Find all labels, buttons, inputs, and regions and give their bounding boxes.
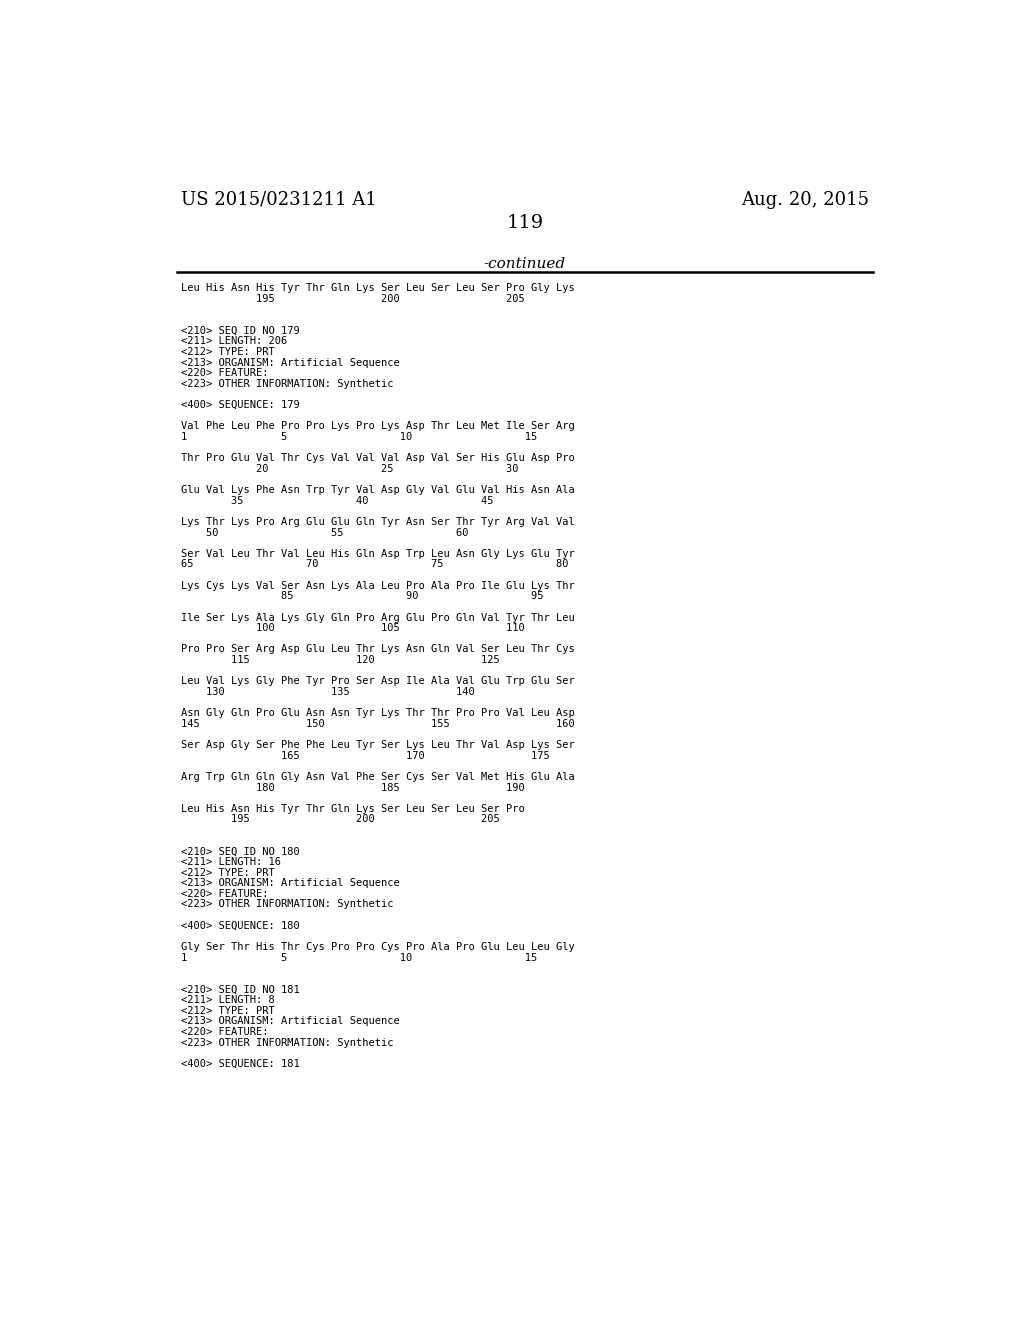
Text: 119: 119 (506, 214, 544, 232)
Text: <223> OTHER INFORMATION: Synthetic: <223> OTHER INFORMATION: Synthetic (180, 379, 393, 389)
Text: 100                 105                 110: 100 105 110 (180, 623, 524, 634)
Text: Val Phe Leu Phe Pro Pro Lys Pro Lys Asp Thr Leu Met Ile Ser Arg: Val Phe Leu Phe Pro Pro Lys Pro Lys Asp … (180, 421, 574, 432)
Text: <400> SEQUENCE: 181: <400> SEQUENCE: 181 (180, 1059, 299, 1069)
Text: Lys Thr Lys Pro Arg Glu Glu Gln Tyr Asn Ser Thr Tyr Arg Val Val: Lys Thr Lys Pro Arg Glu Glu Gln Tyr Asn … (180, 517, 574, 527)
Text: Thr Pro Glu Val Thr Cys Val Val Val Asp Val Ser His Glu Asp Pro: Thr Pro Glu Val Thr Cys Val Val Val Asp … (180, 453, 574, 463)
Text: <211> LENGTH: 16: <211> LENGTH: 16 (180, 857, 281, 867)
Text: <220> FEATURE:: <220> FEATURE: (180, 1027, 268, 1038)
Text: Ser Asp Gly Ser Phe Phe Leu Tyr Ser Lys Leu Thr Val Asp Lys Ser: Ser Asp Gly Ser Phe Phe Leu Tyr Ser Lys … (180, 741, 574, 750)
Text: 1               5                  10                  15: 1 5 10 15 (180, 432, 537, 442)
Text: 85                  90                  95: 85 90 95 (180, 591, 543, 602)
Text: <211> LENGTH: 8: <211> LENGTH: 8 (180, 995, 274, 1005)
Text: <210> SEQ ID NO 181: <210> SEQ ID NO 181 (180, 985, 299, 994)
Text: -continued: -continued (483, 257, 566, 271)
Text: <212> TYPE: PRT: <212> TYPE: PRT (180, 867, 274, 878)
Text: <210> SEQ ID NO 179: <210> SEQ ID NO 179 (180, 326, 299, 335)
Text: Aug. 20, 2015: Aug. 20, 2015 (741, 191, 869, 209)
Text: Ser Val Leu Thr Val Leu His Gln Asp Trp Leu Asn Gly Lys Glu Tyr: Ser Val Leu Thr Val Leu His Gln Asp Trp … (180, 549, 574, 558)
Text: 1               5                  10                  15: 1 5 10 15 (180, 953, 537, 962)
Text: Leu His Asn His Tyr Thr Gln Lys Ser Leu Ser Leu Ser Pro: Leu His Asn His Tyr Thr Gln Lys Ser Leu … (180, 804, 524, 814)
Text: 195                 200                 205: 195 200 205 (180, 294, 524, 304)
Text: Arg Trp Gln Gln Gly Asn Val Phe Ser Cys Ser Val Met His Glu Ala: Arg Trp Gln Gln Gly Asn Val Phe Ser Cys … (180, 772, 574, 781)
Text: <210> SEQ ID NO 180: <210> SEQ ID NO 180 (180, 846, 299, 857)
Text: <223> OTHER INFORMATION: Synthetic: <223> OTHER INFORMATION: Synthetic (180, 899, 393, 909)
Text: 145                 150                 155                 160: 145 150 155 160 (180, 719, 574, 729)
Text: 115                 120                 125: 115 120 125 (180, 655, 500, 665)
Text: <400> SEQUENCE: 180: <400> SEQUENCE: 180 (180, 921, 299, 931)
Text: Gly Ser Thr His Thr Cys Pro Pro Cys Pro Ala Pro Glu Leu Leu Gly: Gly Ser Thr His Thr Cys Pro Pro Cys Pro … (180, 942, 574, 952)
Text: Lys Cys Lys Val Ser Asn Lys Ala Leu Pro Ala Pro Ile Glu Lys Thr: Lys Cys Lys Val Ser Asn Lys Ala Leu Pro … (180, 581, 574, 590)
Text: <212> TYPE: PRT: <212> TYPE: PRT (180, 347, 274, 356)
Text: Asn Gly Gln Pro Glu Asn Asn Tyr Lys Thr Thr Pro Pro Val Leu Asp: Asn Gly Gln Pro Glu Asn Asn Tyr Lys Thr … (180, 708, 574, 718)
Text: 180                 185                 190: 180 185 190 (180, 783, 524, 792)
Text: <213> ORGANISM: Artificial Sequence: <213> ORGANISM: Artificial Sequence (180, 878, 399, 888)
Text: <211> LENGTH: 206: <211> LENGTH: 206 (180, 337, 287, 346)
Text: 35                  40                  45: 35 40 45 (180, 496, 494, 506)
Text: <220> FEATURE:: <220> FEATURE: (180, 888, 268, 899)
Text: <223> OTHER INFORMATION: Synthetic: <223> OTHER INFORMATION: Synthetic (180, 1038, 393, 1048)
Text: <220> FEATURE:: <220> FEATURE: (180, 368, 268, 378)
Text: 65                  70                  75                  80: 65 70 75 80 (180, 560, 568, 569)
Text: <212> TYPE: PRT: <212> TYPE: PRT (180, 1006, 274, 1015)
Text: Ile Ser Lys Ala Lys Gly Gln Pro Arg Glu Pro Gln Val Tyr Thr Leu: Ile Ser Lys Ala Lys Gly Gln Pro Arg Glu … (180, 612, 574, 623)
Text: 195                 200                 205: 195 200 205 (180, 814, 500, 825)
Text: <400> SEQUENCE: 179: <400> SEQUENCE: 179 (180, 400, 299, 411)
Text: US 2015/0231211 A1: US 2015/0231211 A1 (180, 191, 377, 209)
Text: Leu Val Lys Gly Phe Tyr Pro Ser Asp Ile Ala Val Glu Trp Glu Ser: Leu Val Lys Gly Phe Tyr Pro Ser Asp Ile … (180, 676, 574, 686)
Text: Leu His Asn His Tyr Thr Gln Lys Ser Leu Ser Leu Ser Pro Gly Lys: Leu His Asn His Tyr Thr Gln Lys Ser Leu … (180, 284, 574, 293)
Text: 50                  55                  60: 50 55 60 (180, 528, 468, 537)
Text: 165                 170                 175: 165 170 175 (180, 751, 550, 760)
Text: 130                 135                 140: 130 135 140 (180, 686, 474, 697)
Text: 20                  25                  30: 20 25 30 (180, 463, 518, 474)
Text: Pro Pro Ser Arg Asp Glu Leu Thr Lys Asn Gln Val Ser Leu Thr Cys: Pro Pro Ser Arg Asp Glu Leu Thr Lys Asn … (180, 644, 574, 655)
Text: <213> ORGANISM: Artificial Sequence: <213> ORGANISM: Artificial Sequence (180, 358, 399, 367)
Text: Glu Val Lys Phe Asn Trp Tyr Val Asp Gly Val Glu Val His Asn Ala: Glu Val Lys Phe Asn Trp Tyr Val Asp Gly … (180, 484, 574, 495)
Text: <213> ORGANISM: Artificial Sequence: <213> ORGANISM: Artificial Sequence (180, 1016, 399, 1027)
